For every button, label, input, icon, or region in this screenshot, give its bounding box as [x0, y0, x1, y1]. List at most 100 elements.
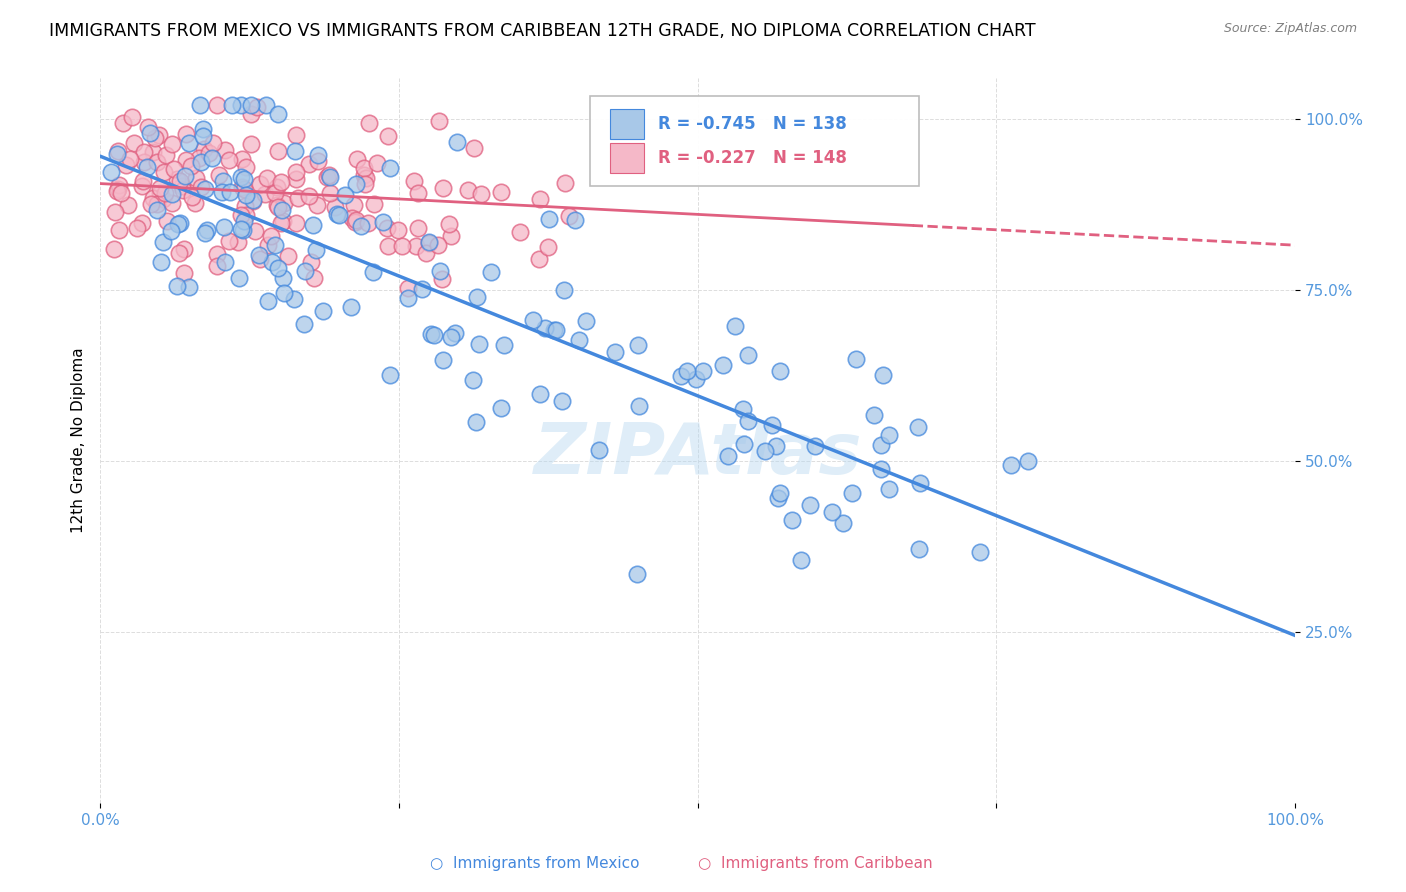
Point [344, 215, 367, 229]
Point [228, 271, 250, 285]
Point [685, 372, 707, 386]
Point [799, 499, 821, 513]
Point [391, 239, 413, 253]
Point [908, 542, 931, 557]
Point [155, 148, 177, 162]
Point [361, 265, 384, 279]
Point [132, 155, 155, 169]
Point [432, 353, 454, 368]
Point [111, 116, 134, 130]
Point [193, 227, 215, 241]
FancyBboxPatch shape [610, 143, 644, 173]
Point [298, 189, 321, 203]
Point [104, 205, 127, 219]
Point [271, 271, 294, 285]
Point [264, 186, 287, 200]
Point [110, 186, 132, 201]
Point [117, 197, 139, 211]
Point [194, 182, 217, 196]
Point [284, 172, 307, 186]
Point [179, 136, 201, 151]
Point [737, 414, 759, 428]
Point [363, 197, 385, 211]
Point [139, 197, 162, 211]
Point [669, 369, 692, 384]
Point [575, 314, 598, 328]
Point [430, 271, 453, 285]
Point [377, 220, 399, 235]
Point [152, 192, 174, 206]
Point [167, 217, 190, 231]
Point [240, 107, 263, 121]
Point [284, 165, 307, 179]
Point [155, 186, 177, 200]
Point [292, 317, 315, 331]
Text: ZIPAtlas: ZIPAtlas [533, 420, 862, 490]
Point [174, 128, 197, 142]
Point [260, 228, 283, 243]
FancyBboxPatch shape [610, 109, 644, 139]
Point [344, 213, 367, 227]
Point [870, 461, 893, 475]
Text: ○  Immigrants from Caribbean: ○ Immigrants from Caribbean [699, 856, 932, 871]
Point [780, 513, 803, 527]
Point [103, 242, 125, 256]
Point [148, 128, 170, 142]
Y-axis label: 12th Grade, No Diploma: 12th Grade, No Diploma [72, 348, 86, 533]
Point [156, 213, 179, 227]
Point [766, 491, 789, 505]
Point [174, 153, 197, 168]
Point [692, 363, 714, 377]
Point [160, 186, 183, 201]
Point [418, 235, 440, 249]
Point [408, 186, 430, 200]
Point [169, 216, 191, 230]
Point [804, 439, 827, 453]
Point [429, 263, 451, 277]
Point [232, 182, 254, 196]
Point [468, 337, 491, 351]
Point [761, 417, 783, 432]
Point [149, 180, 172, 194]
Point [145, 197, 167, 211]
Point [122, 136, 145, 150]
Point [754, 444, 776, 458]
Point [177, 279, 200, 293]
Point [353, 178, 375, 192]
Point [208, 168, 231, 182]
Point [307, 153, 329, 168]
Point [287, 191, 309, 205]
Point [284, 128, 307, 142]
Point [105, 184, 128, 198]
Point [387, 223, 409, 237]
Point [832, 516, 855, 530]
Point [218, 153, 240, 167]
Point [426, 237, 449, 252]
Point [233, 199, 256, 213]
Point [446, 135, 468, 149]
Point [235, 208, 257, 222]
Point [465, 416, 488, 430]
Point [326, 207, 349, 221]
Point [148, 186, 170, 200]
Point [568, 333, 591, 347]
Point [270, 215, 292, 229]
Point [544, 323, 567, 337]
Point [254, 98, 277, 112]
Point [195, 223, 218, 237]
Point [676, 364, 699, 378]
Point [231, 179, 253, 194]
Point [152, 235, 174, 249]
Point [214, 143, 236, 157]
Point [908, 476, 931, 491]
Point [173, 267, 195, 281]
Point [242, 193, 264, 207]
Point [235, 160, 257, 174]
Point [231, 152, 253, 166]
Point [558, 209, 581, 223]
Point [160, 137, 183, 152]
Point [260, 255, 283, 269]
Point [529, 192, 551, 206]
Point [127, 220, 149, 235]
Point [588, 443, 610, 458]
